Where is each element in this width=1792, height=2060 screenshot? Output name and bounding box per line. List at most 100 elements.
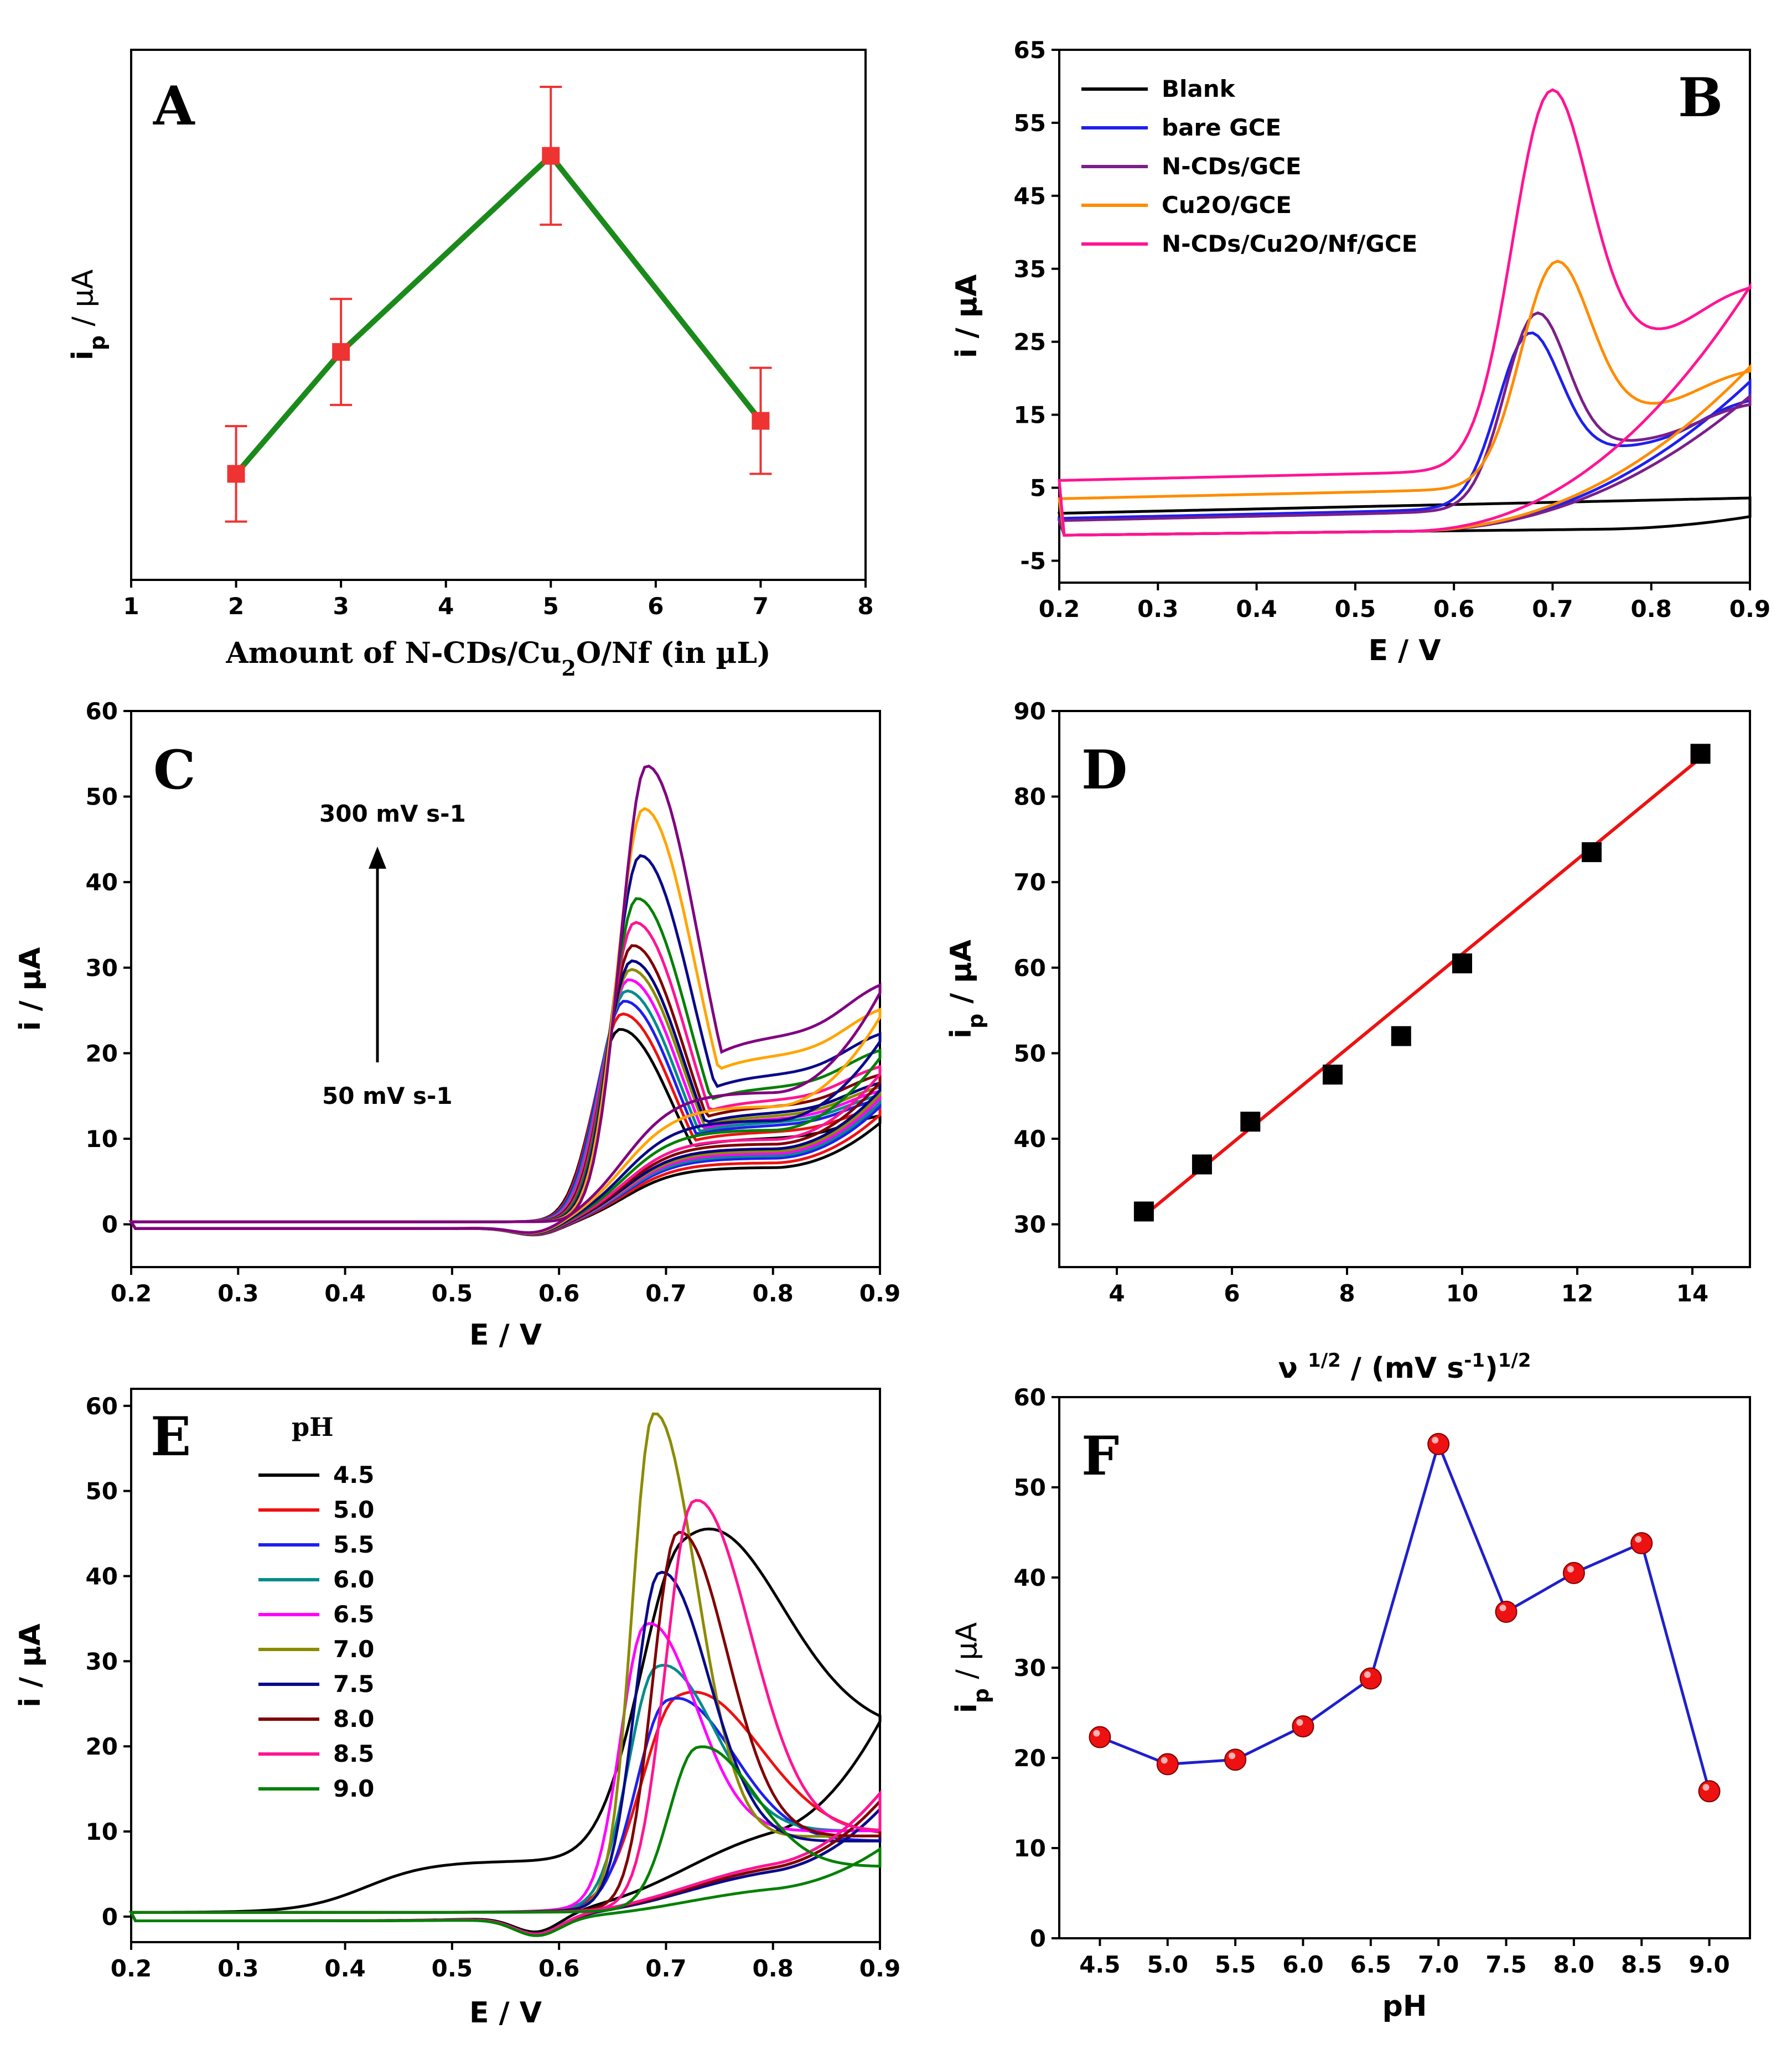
x-tick-label: 8.0 bbox=[1553, 1951, 1594, 1978]
data-point bbox=[1133, 1201, 1154, 1222]
series-line bbox=[1099, 1440, 1711, 1792]
cv-curve bbox=[128, 1745, 882, 1937]
x-tick-label: 2 bbox=[228, 593, 244, 620]
y-axis-title: i / µA bbox=[14, 947, 47, 1031]
x-tick-label: 7.5 bbox=[1485, 1951, 1526, 1978]
x-axis-title: ν 1/2 / (mV s-1)1/2 bbox=[1278, 1350, 1531, 1385]
y-tick-label: 10 bbox=[1014, 1835, 1046, 1862]
arrow-head bbox=[369, 847, 386, 869]
legend-label: N-CDs/GCE bbox=[1162, 153, 1302, 180]
cv-curve bbox=[1057, 311, 1752, 537]
y-tick-label: 20 bbox=[86, 1040, 118, 1067]
x-tick-label: 5.0 bbox=[1147, 1951, 1188, 1978]
y-tick-label: 10 bbox=[86, 1125, 118, 1153]
ylabel-unit: / µA bbox=[950, 1622, 983, 1688]
xlabel-sub: 2 bbox=[561, 656, 576, 681]
legend-label: 4.5 bbox=[333, 1461, 374, 1488]
ylabel-sub: p bbox=[969, 1688, 993, 1703]
x-tick-label: 9.0 bbox=[1689, 1951, 1729, 1978]
data-point bbox=[1630, 1532, 1653, 1555]
legend-label: 6.5 bbox=[333, 1601, 374, 1628]
x-tick-label: 8.5 bbox=[1621, 1951, 1662, 1978]
data-point bbox=[1698, 1780, 1721, 1803]
cv-curve bbox=[128, 959, 882, 1236]
x-tick-label: 0.8 bbox=[753, 1280, 794, 1307]
legend-label: Blank bbox=[1162, 75, 1236, 102]
legend-label: 5.5 bbox=[333, 1531, 374, 1558]
data-point bbox=[1582, 842, 1602, 863]
x-tick-label: 0.2 bbox=[1039, 595, 1080, 622]
data-point bbox=[1562, 1561, 1585, 1584]
data-point bbox=[332, 343, 350, 361]
y-tick-label: 70 bbox=[1014, 869, 1046, 896]
x-tick-label: 7.0 bbox=[1418, 1951, 1459, 1978]
panel-label-c: C bbox=[153, 739, 195, 801]
data-point bbox=[1240, 1112, 1261, 1132]
x-axis-title: E / V bbox=[1369, 634, 1441, 667]
data-point bbox=[1452, 953, 1472, 974]
x-tick-label: 0.3 bbox=[217, 1280, 258, 1307]
x-tick-label: 0.2 bbox=[111, 1955, 152, 1982]
cv-curve bbox=[128, 944, 882, 1236]
chart-panel-f: 4.5 5.0 5.5 6.0 6.5 7.0 7.5 8.0 8.5 9.0 0 10 20 30 40 5… bbox=[950, 1384, 1751, 2023]
panel-label-a: A bbox=[153, 75, 195, 137]
legend-label: 7.5 bbox=[333, 1670, 374, 1698]
plot-frame bbox=[130, 49, 867, 581]
y-tick-label: 40 bbox=[86, 1563, 118, 1590]
y-axis-title: i / µA bbox=[14, 1623, 47, 1708]
x-tick-label: 10 bbox=[1446, 1280, 1478, 1307]
x-tick-label: 0.7 bbox=[645, 1955, 686, 1982]
legend-title: pH bbox=[292, 1412, 334, 1442]
x-tick-label: 0.9 bbox=[859, 1955, 900, 1982]
y-tick-label: 60 bbox=[1014, 954, 1046, 982]
point-highlight bbox=[1702, 1784, 1710, 1791]
y-axis-title: i / µA bbox=[950, 274, 983, 359]
y-tick-label: 20 bbox=[86, 1733, 118, 1760]
x-tick-label: 0.6 bbox=[538, 1280, 579, 1307]
data-point bbox=[1690, 744, 1711, 764]
x-tick-label: 0.7 bbox=[1532, 595, 1573, 622]
point-highlight bbox=[1432, 1436, 1439, 1444]
x-tick-label: 0.9 bbox=[1729, 595, 1770, 622]
point-highlight bbox=[1364, 1671, 1371, 1678]
y-axis-title: ip / µA bbox=[66, 269, 110, 360]
y-tick-label: 40 bbox=[1014, 1564, 1046, 1591]
x-tick-label: 5.5 bbox=[1215, 1951, 1256, 1978]
y-axis-title: ip / µA bbox=[945, 940, 988, 1039]
legend-label: 8.5 bbox=[333, 1740, 374, 1767]
x-tick-label: 0.5 bbox=[1335, 595, 1376, 622]
x-tick-label: 5 bbox=[543, 593, 559, 620]
x-axis-title: E / V bbox=[469, 1319, 542, 1352]
ylabel-i: i bbox=[945, 1029, 978, 1039]
y-tick-label: 50 bbox=[1014, 1040, 1046, 1067]
y-tick-label: 30 bbox=[1014, 1654, 1046, 1682]
x-tick-label: 0.3 bbox=[1137, 595, 1178, 622]
data-point bbox=[542, 147, 560, 165]
ylabel-i: i bbox=[950, 1703, 983, 1713]
panel-label-d: D bbox=[1081, 739, 1127, 801]
x-tick-label: 0.6 bbox=[538, 1955, 579, 1982]
data-point bbox=[1089, 1726, 1111, 1748]
x-tick-label: 0.2 bbox=[111, 1280, 152, 1307]
y-tick-label: 20 bbox=[1014, 1745, 1046, 1772]
y-tick-label: 90 bbox=[1014, 698, 1046, 725]
x-tick-label: 0.8 bbox=[1631, 595, 1672, 622]
chart-panel-d: 4 6 8 10 12 14 30 40 50 60 70 80 90 Dip / µA ν 1/2 / (… bbox=[945, 698, 1751, 1385]
plot-frame bbox=[130, 1388, 881, 1943]
series-line bbox=[234, 152, 763, 476]
data-point bbox=[1495, 1600, 1517, 1623]
legend-label: 8.0 bbox=[333, 1705, 374, 1732]
cv-curve bbox=[128, 1012, 882, 1237]
cv-curve bbox=[128, 921, 882, 1236]
ylabel-sub: p bbox=[85, 335, 110, 350]
point-highlight bbox=[1161, 1757, 1168, 1764]
y-tick-label: 0 bbox=[1030, 1925, 1046, 1952]
data-point bbox=[227, 465, 245, 483]
y-tick-label: 0 bbox=[102, 1211, 118, 1238]
x-tick-label: 6.0 bbox=[1282, 1951, 1323, 1978]
data-point bbox=[1359, 1667, 1382, 1690]
x-tick-label: 1 bbox=[123, 593, 139, 620]
xlabel-sup2: -1 bbox=[1464, 1350, 1485, 1372]
xlabel-close: ) bbox=[1485, 1352, 1498, 1385]
point-highlight bbox=[1635, 1536, 1642, 1543]
